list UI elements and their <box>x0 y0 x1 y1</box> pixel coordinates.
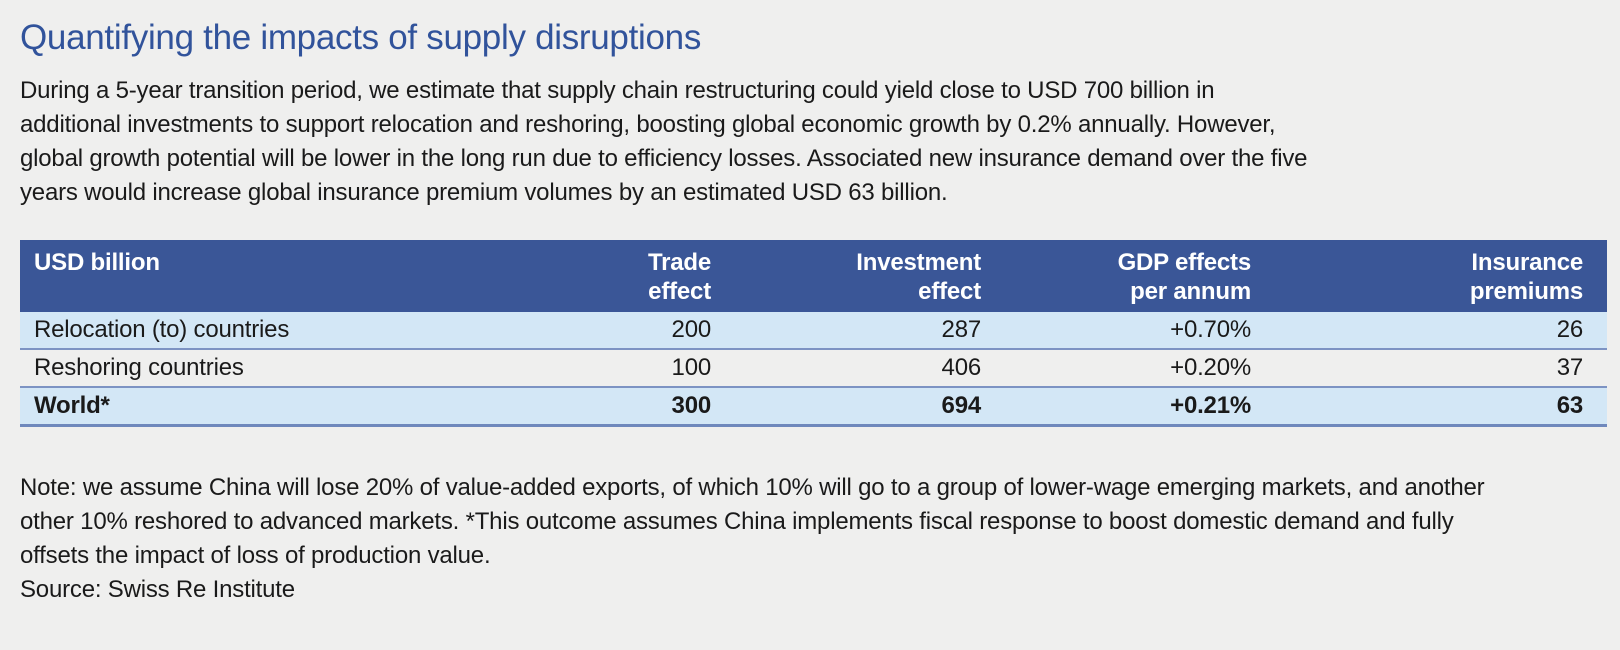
cell-reshoring-insurance-premiums: 37 <box>1556 354 1583 381</box>
column-header-investment-effect: Investment effect <box>735 240 1005 312</box>
column-header-trade-effect: Trade effect <box>465 240 735 312</box>
table-row-reshoring: Reshoring countries 100 406 +0.20% 37 <box>20 349 1607 387</box>
cell-world-investment-effect: 694 <box>941 392 982 419</box>
cell-world-trade-effect: 300 <box>671 392 712 419</box>
row-label-reshoring: Reshoring countries <box>34 354 244 381</box>
report-page: Quantifying the impacts of supply disrup… <box>20 18 1607 603</box>
intro-paragraph: During a 5-year transition period, we es… <box>20 77 1308 206</box>
impact-table: USD billion Trade effect Investment effe… <box>20 240 1607 427</box>
column-header-gdp-effects: GDP effects per annum <box>1005 240 1275 312</box>
cell-relocation-trade-effect: 200 <box>671 316 712 343</box>
source-line: Source: Swiss Re Institute <box>20 576 295 603</box>
column-header-insurance-premiums: Insurance premiums <box>1275 240 1607 312</box>
cell-reshoring-gdp-effects: +0.20% <box>1170 354 1251 381</box>
cell-relocation-gdp-effects: +0.70% <box>1170 316 1251 343</box>
page-title: Quantifying the impacts of supply disrup… <box>20 18 702 57</box>
cell-relocation-insurance-premiums: 26 <box>1556 316 1583 343</box>
table-header-row: USD billion Trade effect Investment effe… <box>20 240 1607 312</box>
cell-relocation-investment-effect: 287 <box>941 316 982 343</box>
column-header-usd-billion: USD billion <box>20 240 465 312</box>
cell-world-gdp-effects: +0.21% <box>1170 392 1251 419</box>
cell-reshoring-trade-effect: 100 <box>671 354 712 381</box>
cell-world-insurance-premiums: 63 <box>1556 392 1583 419</box>
table-row-world-total: World* 300 694 +0.21% 63 <box>20 387 1607 426</box>
note-paragraph: Note: we assume China will lose 20% of v… <box>20 474 1485 569</box>
row-label-world: World* <box>34 392 110 419</box>
cell-reshoring-investment-effect: 406 <box>941 354 982 381</box>
row-label-relocation: Relocation (to) countries <box>34 316 290 343</box>
table-row-relocation: Relocation (to) countries 200 287 +0.70%… <box>20 312 1607 349</box>
